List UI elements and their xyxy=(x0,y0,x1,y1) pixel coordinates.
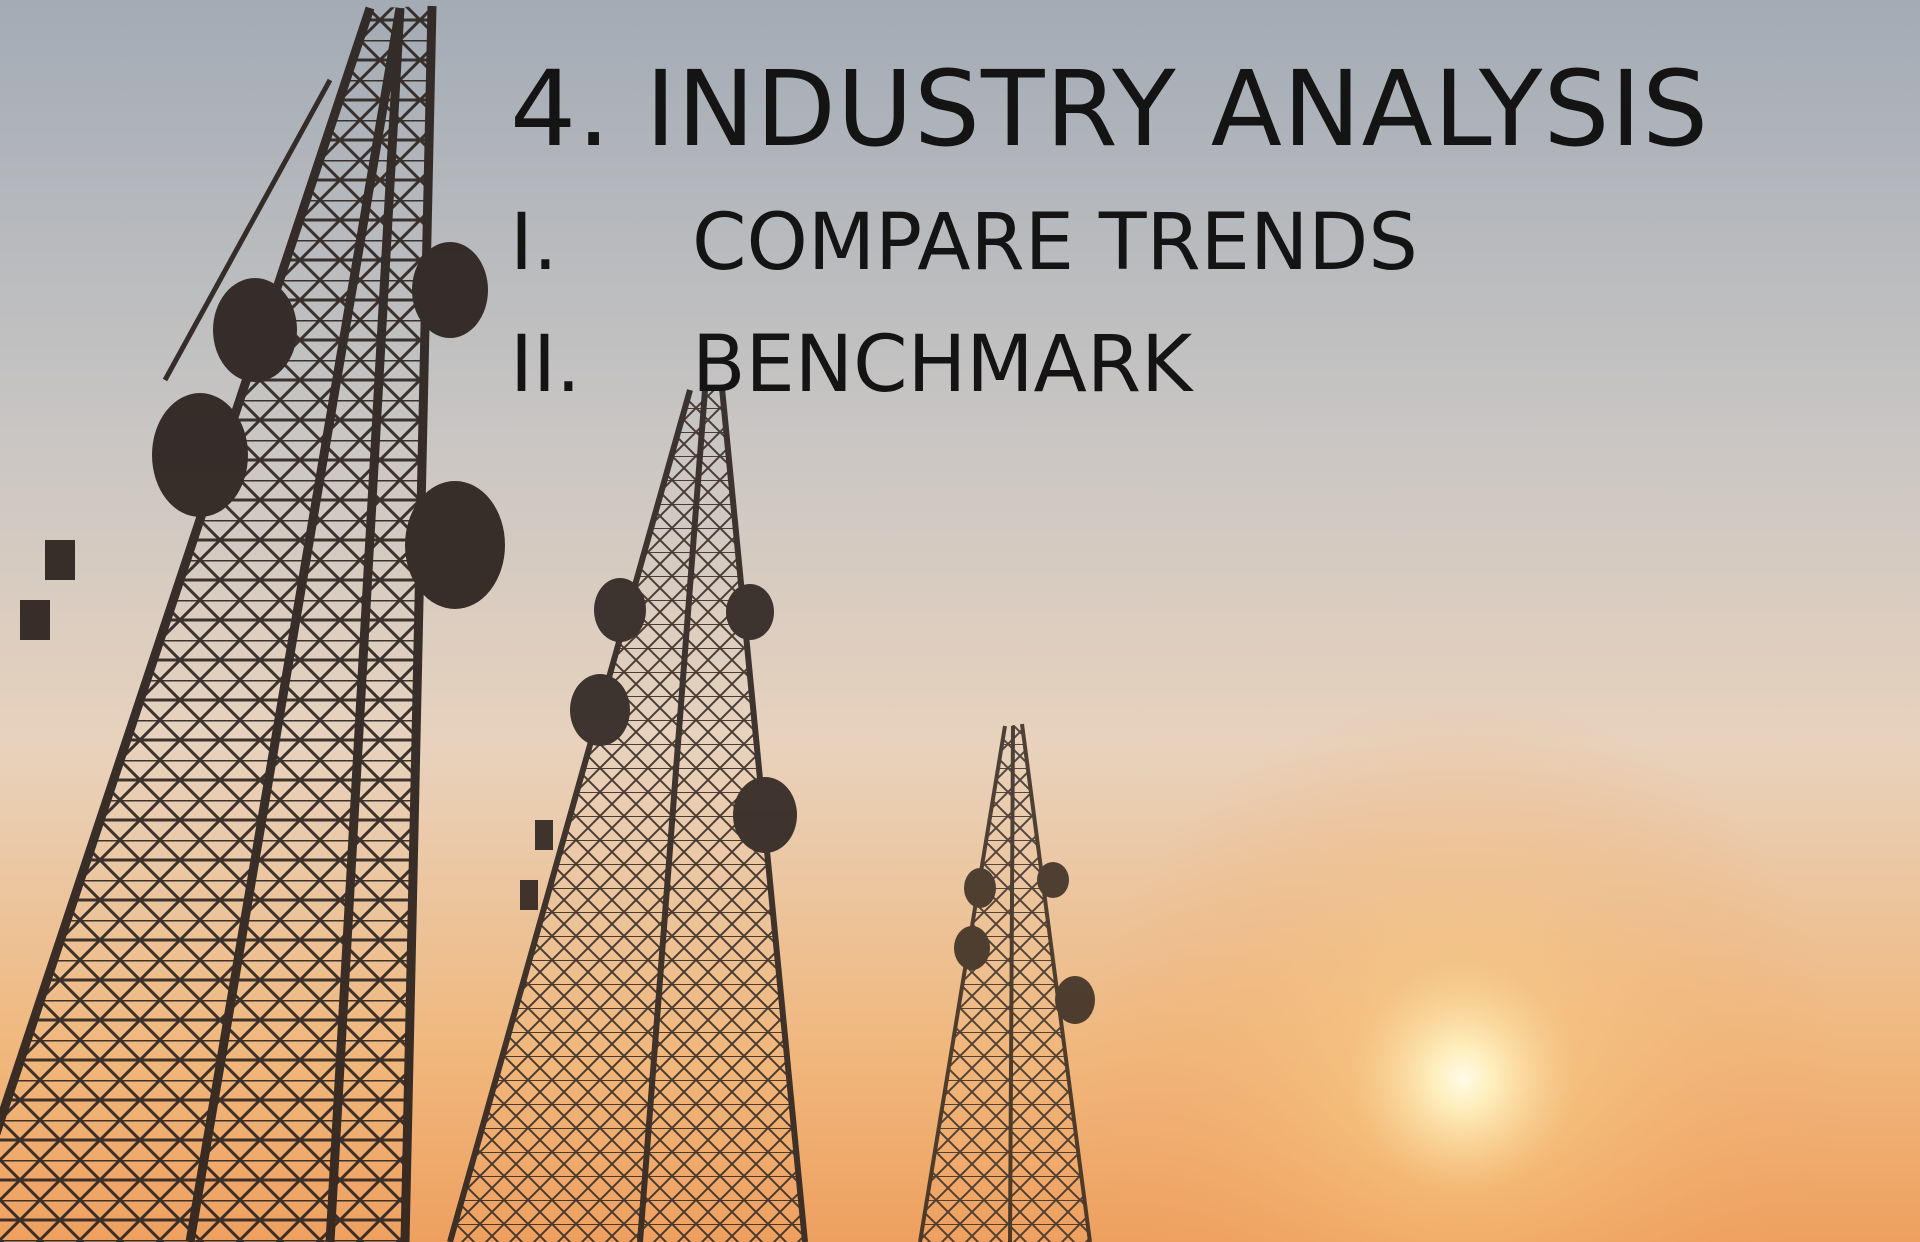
slide-title: 4. INDUSTRY ANALYSIS xyxy=(510,48,1709,170)
background-photo xyxy=(0,0,1920,1242)
slide: 4. INDUSTRY ANALYSIS I. COMPARE TRENDS I… xyxy=(0,0,1920,1242)
list-item: COMPARE TRENDS xyxy=(692,198,1418,288)
list-numeral: I. xyxy=(510,198,558,288)
list-numeral: II. xyxy=(510,320,581,410)
list-item: BENCHMARK xyxy=(692,320,1192,410)
